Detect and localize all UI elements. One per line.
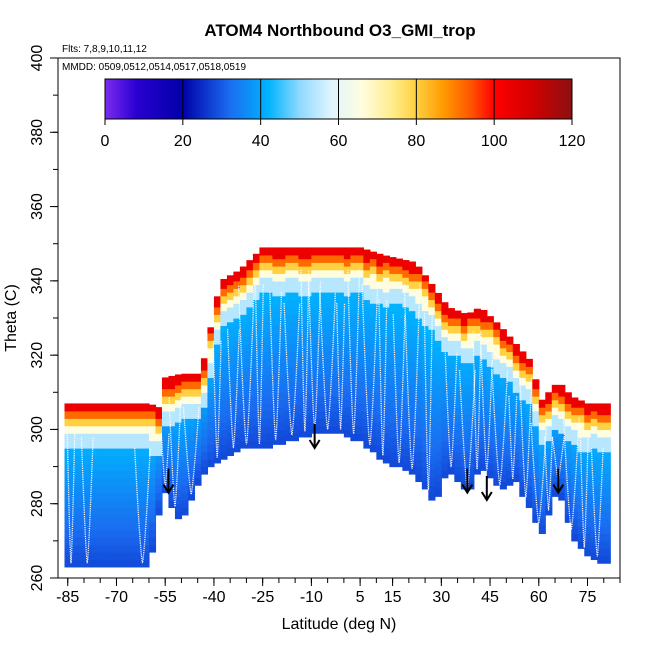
y-axis: 260 280 300 320 340 360 380 400 — [29, 45, 58, 592]
y-tick-label: 360 — [29, 193, 46, 220]
x-tick-label: 5 — [356, 589, 365, 606]
arrow-marker — [308, 424, 321, 450]
x-tick-label: -55 — [154, 589, 177, 606]
x-tick-label: -25 — [251, 589, 274, 606]
x-axis-label: Latitude (deg N) — [282, 616, 397, 633]
x-tick-label: 45 — [481, 589, 499, 606]
y-tick-label: 320 — [29, 342, 46, 369]
x-tick-label: 75 — [579, 589, 597, 606]
colorbar-tick-label: 0 — [101, 133, 110, 150]
y-tick-label: 340 — [29, 267, 46, 294]
y-tick-label: 380 — [29, 119, 46, 146]
ozone-field — [64, 247, 611, 568]
arrow-marker — [552, 468, 565, 495]
plot-area — [64, 247, 611, 568]
y-tick-label: 260 — [29, 565, 46, 592]
colorbar-tick-label: 100 — [481, 133, 508, 150]
x-tick-label: -70 — [105, 589, 128, 606]
x-tick-label: 30 — [432, 589, 450, 606]
y-tick-label: 280 — [29, 490, 46, 517]
x-tick-label: -85 — [56, 589, 79, 606]
y-tick-label: 300 — [29, 416, 46, 443]
flights-note: Flts: 7,8,9,10,11,12 — [62, 44, 147, 55]
colorbar-tick-label: 20 — [174, 133, 192, 150]
y-tick-label: 400 — [29, 45, 46, 72]
y-axis-label: Theta (C) — [3, 284, 20, 352]
arrow-marker — [162, 468, 175, 495]
colorbar-tick-label: 120 — [559, 133, 586, 150]
colorbar-tick-label: 80 — [407, 133, 425, 150]
dates-note: MMDD: 0509,0512,0514,0517,0518,0519 — [62, 62, 246, 73]
x-tick-label: -10 — [300, 589, 323, 606]
flight-tracks — [66, 269, 604, 564]
x-tick-label: 15 — [384, 589, 402, 606]
arrow-marker — [461, 468, 474, 495]
arrow-markers — [162, 424, 565, 502]
colorbar: 0 20 40 60 80 100 120 — [101, 78, 586, 150]
chart-title: ATOM4 Northbound O3_GMI_trop — [204, 21, 475, 40]
colorbar-tick-label: 60 — [330, 133, 348, 150]
x-tick-label: 60 — [530, 589, 548, 606]
arrow-marker — [480, 476, 493, 502]
x-tick-label: -40 — [202, 589, 225, 606]
x-axis: -85 -70 -55 -40 -25 -10 5 15 30 45 60 75 — [56, 578, 621, 606]
colorbar-tick-label: 40 — [252, 133, 270, 150]
